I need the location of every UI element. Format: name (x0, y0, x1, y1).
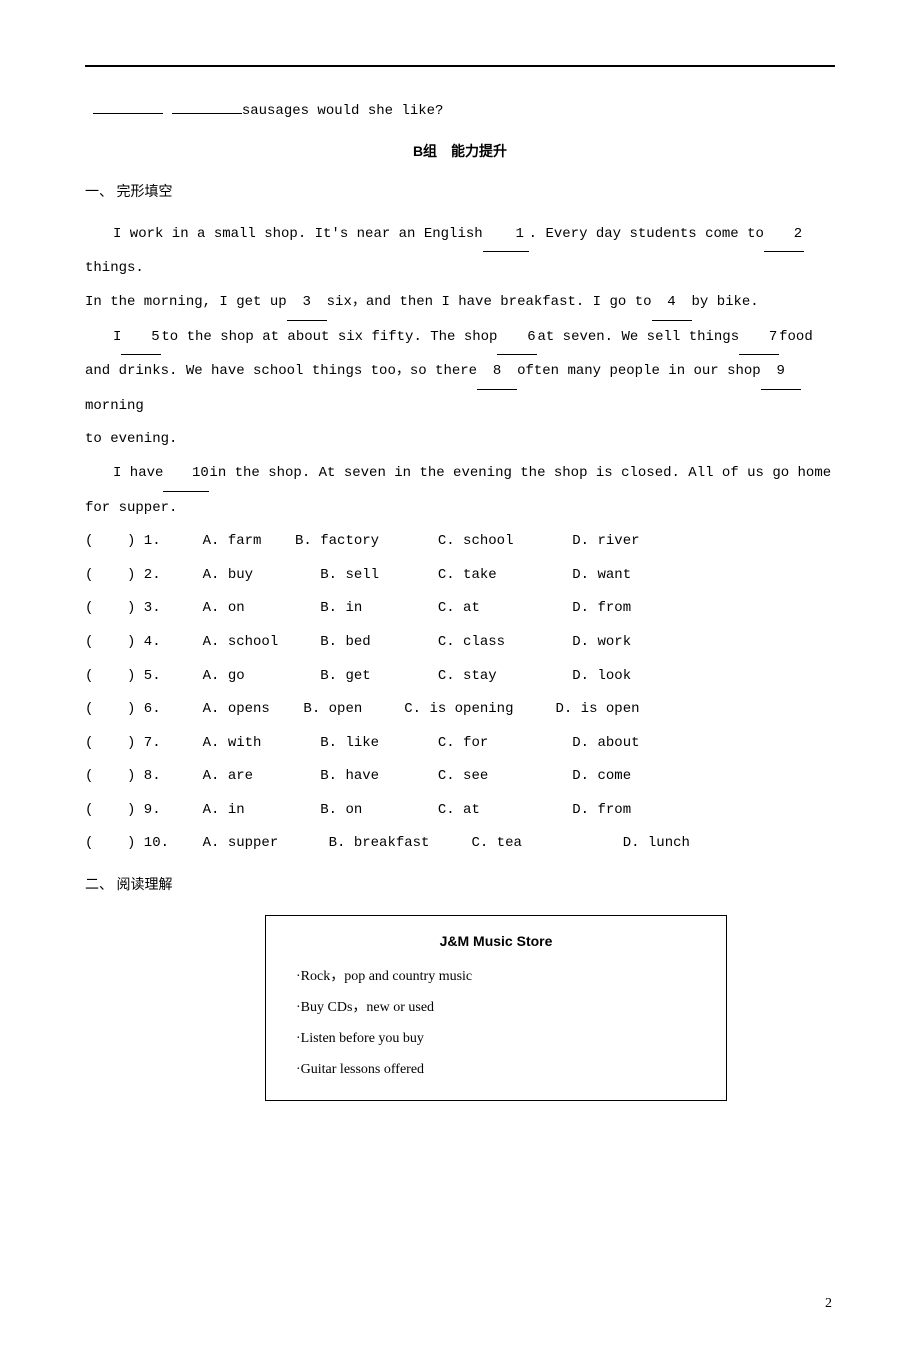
p4d: food (779, 329, 813, 345)
section-b-title: B组 能力提升 (85, 135, 835, 169)
blank-n2[interactable]: 2 (764, 218, 804, 253)
passage-line4: I5to the shop at about six fifty. The sh… (85, 321, 835, 356)
blank-n4[interactable]: 4 (652, 286, 692, 321)
passage-line6: to evening. (85, 423, 835, 457)
option-row-1[interactable]: ( ) 1. A. farm B. factory C. school D. r… (85, 525, 835, 559)
passage-line2: things. (85, 252, 835, 286)
p5c: morning (85, 398, 144, 414)
option-row-4[interactable]: ( ) 4. A. school B. bed C. class D. work (85, 626, 835, 660)
blank-n1[interactable]: 1 (483, 218, 529, 253)
p5a: and drinks. We have school things too，so… (85, 363, 477, 379)
option-row-3[interactable]: ( ) 3. A. on B. in C. at D. from (85, 592, 835, 626)
passage-line7: I have10in the shop. At seven in the eve… (85, 457, 835, 492)
blank-n3[interactable]: 3 (287, 286, 327, 321)
passage-line1: I work in a small shop. It's near an Eng… (85, 218, 835, 253)
p3a: In the morning, I get up (85, 294, 287, 310)
blank-n7[interactable]: 7 (739, 321, 779, 356)
p4a: I (113, 329, 121, 345)
blank-n8[interactable]: 8 (477, 355, 517, 390)
option-row-9[interactable]: ( ) 9. A. in B. on C. at D. from (85, 794, 835, 828)
blank-n6[interactable]: 6 (497, 321, 537, 356)
line1-suffix: sausages would she like? (242, 103, 444, 119)
p4b: to the shop at about six fifty. The shop (161, 329, 497, 345)
passage-line5: and drinks. We have school things too，so… (85, 355, 835, 423)
p1b: . Every day students come to (529, 226, 764, 242)
blank-n5[interactable]: 5 (121, 321, 161, 356)
blank-1[interactable] (93, 113, 163, 114)
option-row-8[interactable]: ( ) 8. A. are B. have C. see D. come (85, 760, 835, 794)
blank-2[interactable] (172, 113, 242, 114)
passage-line3: In the morning, I get up3six，and then I … (85, 286, 835, 321)
options-block: ( ) 1. A. farm B. factory C. school D. r… (85, 525, 835, 861)
passage-line8: for supper. (85, 492, 835, 526)
p4c: at seven. We sell things (537, 329, 739, 345)
top-rule (85, 65, 835, 67)
box-item-2: ·Buy CDs，new or used (296, 993, 696, 1024)
p7a: I have (113, 465, 163, 481)
p1a: I work in a small shop. It's near an Eng… (113, 226, 483, 242)
p5b: often many people in our shop (517, 363, 761, 379)
cloze-heading: 一、 完形填空 (85, 176, 835, 210)
option-row-5[interactable]: ( ) 5. A. go B. get C. stay D. look (85, 660, 835, 694)
box-item-1: ·Rock，pop and country music (296, 962, 696, 993)
box-item-4: ·Guitar lessons offered (296, 1055, 696, 1086)
page-number: 2 (825, 1287, 832, 1321)
box-title: J&M Music Store (296, 926, 696, 957)
p7b: in the shop. At seven in the evening the… (209, 465, 831, 481)
option-row-7[interactable]: ( ) 7. A. with B. like C. for D. about (85, 727, 835, 761)
blank-n10[interactable]: 10 (163, 457, 209, 492)
p3b: six，and then I have breakfast. I go to (327, 294, 652, 310)
option-row-10[interactable]: ( ) 10. A. supper B. breakfast C. tea D.… (85, 827, 835, 861)
blank-n9[interactable]: 9 (761, 355, 801, 390)
box-item-3: ·Listen before you buy (296, 1024, 696, 1055)
reading-heading: 二、 阅读理解 (85, 869, 835, 903)
option-row-6[interactable]: ( ) 6. A. opens B. open C. is opening D.… (85, 693, 835, 727)
fill-blank-line: sausages would she like? (85, 95, 835, 129)
option-row-2[interactable]: ( ) 2. A. buy B. sell C. take D. want (85, 559, 835, 593)
p3c: by bike. (692, 294, 759, 310)
music-store-box: J&M Music Store ·Rock，pop and country mu… (265, 915, 727, 1101)
